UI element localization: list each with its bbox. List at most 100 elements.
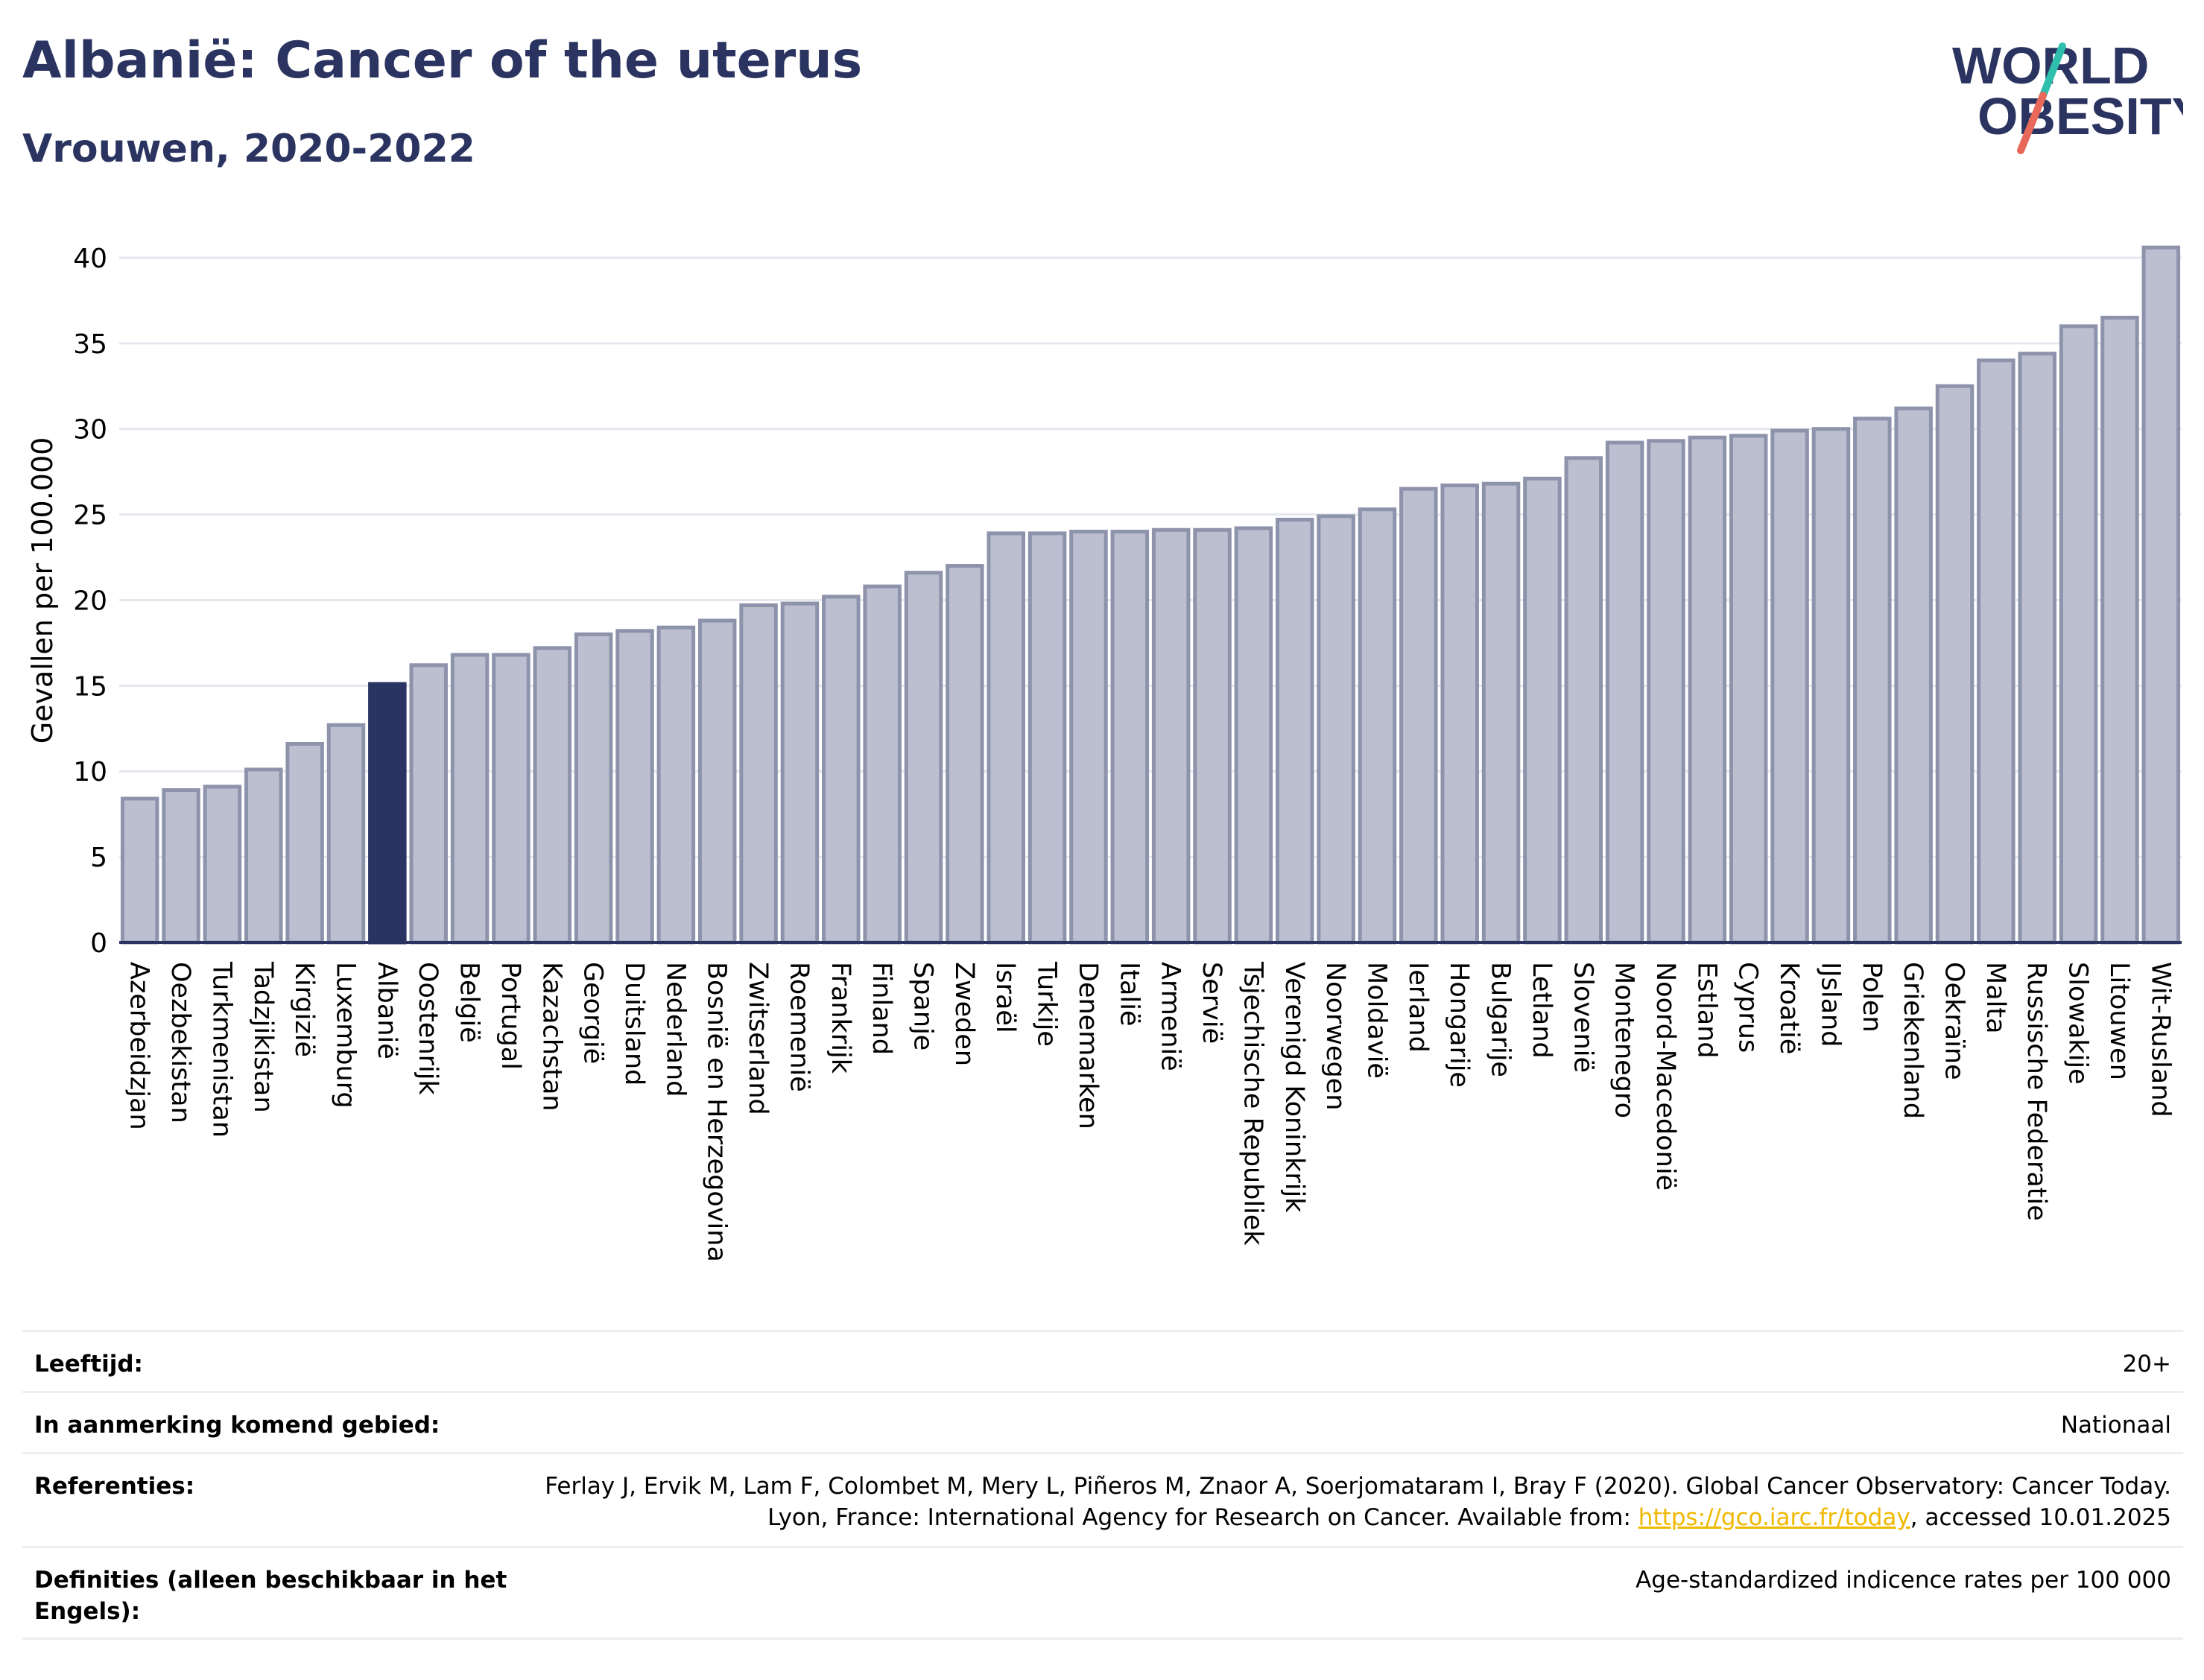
x-tick-label: Tsjechische Republiek	[1238, 961, 1267, 1246]
bar	[1193, 527, 1232, 945]
bar	[1069, 530, 1108, 945]
bar	[1523, 476, 1562, 945]
x-tick-label: Albanië	[372, 962, 402, 1059]
y-tick-label: 25	[73, 501, 107, 531]
bar	[1688, 435, 1727, 945]
chart-title: Albanië: Cancer of the uterus	[22, 31, 863, 90]
x-tick-label: Frankrijk	[826, 962, 855, 1074]
reference-link[interactable]: https://gco.iarc.fr/today	[1638, 1504, 1910, 1531]
bar	[1605, 440, 1644, 945]
bar-chart: 0 5 10 15 20 25 30 35 40 Azerbeidzjan Oezbekistan…	[26, 244, 2182, 1262]
x-tick-label: Litouwen	[2104, 962, 2134, 1080]
bar	[1151, 527, 1191, 945]
info-row-age: Leeftijd: 20+	[22, 1330, 2183, 1391]
info-value-definitions: Age-standardized indicence rates per 100…	[1635, 1567, 2171, 1594]
bar	[1977, 358, 2015, 945]
x-tick-label: Moldavië	[1361, 962, 1391, 1079]
x-tick-label: Turkije	[1032, 961, 1062, 1047]
x-tick-label: Griekenland	[1898, 962, 1928, 1119]
x-tick-label: Georgië	[578, 962, 608, 1064]
x-tick-label: Denemarken	[1073, 962, 1103, 1129]
reference-accessed: , accessed 10.01.2025	[1910, 1504, 2171, 1531]
info-value-references: Ferlay J, Ervik M, Lam F, Colombet M, Me…	[532, 1471, 2171, 1533]
bar	[1234, 526, 1273, 945]
bar	[203, 784, 242, 945]
bar	[780, 601, 820, 945]
logo-line2: OBESITY	[1977, 87, 2183, 145]
bar	[946, 564, 984, 945]
info-row-references: Referenties: Ferlay J, Ervik M, Lam F, C…	[22, 1452, 2183, 1546]
bar	[326, 723, 366, 945]
y-tick-label: 15	[73, 671, 107, 702]
y-axis-label: Gevallen per 100.000	[26, 437, 59, 744]
bar	[120, 796, 159, 945]
y-tick-label: 5	[90, 843, 107, 873]
x-tick-label: Armenië	[1156, 962, 1185, 1071]
bar	[1027, 531, 1067, 945]
x-tick-label: Montenegro	[1609, 962, 1639, 1118]
y-tick-label: 30	[73, 415, 107, 446]
bar	[1770, 428, 1809, 945]
y-axis-ticks: 0 5 10 15 20 25 30 35 40	[73, 244, 107, 959]
x-tick-label: Turkmenistan	[206, 961, 236, 1138]
x-tick-label: Cyprus	[1733, 962, 1763, 1053]
bar	[2018, 352, 2056, 945]
bar	[656, 625, 696, 945]
bar	[450, 653, 490, 945]
x-tick-label: Wit-Rusland	[2145, 962, 2175, 1118]
info-label-references: Referenties:	[34, 1473, 195, 1500]
bar	[1110, 530, 1150, 945]
bar	[1729, 434, 1768, 945]
bar	[822, 595, 861, 945]
x-tick-label: Israël	[990, 962, 1020, 1033]
info-label-age: Leeftijd:	[34, 1351, 143, 1378]
bar	[1358, 507, 1397, 945]
bar	[987, 531, 1025, 945]
info-table: Leeftijd: 20+ In aanmerking komend gebie…	[22, 1330, 2183, 1640]
info-label-area: In aanmerking komend gebied:	[34, 1412, 440, 1439]
bar	[368, 682, 407, 945]
x-tick-label: Oezbekistan	[165, 962, 195, 1123]
x-tick-label: Bulgarije	[1486, 962, 1516, 1077]
bar	[1564, 456, 1603, 945]
x-tick-label: Kirgizië	[289, 962, 319, 1057]
info-row-definitions: Definities (alleen beschikbaar in het En…	[22, 1546, 2183, 1640]
x-tick-label: Letland	[1527, 962, 1557, 1059]
x-tick-label: Tadzjikistan	[248, 961, 278, 1113]
info-row-area: In aanmerking komend gebied: Nationaal	[22, 1391, 2183, 1452]
x-tick-label: Ierland	[1403, 962, 1433, 1053]
x-tick-label: Azerbeidzjan	[124, 962, 154, 1130]
x-tick-label: Spanje	[908, 962, 938, 1050]
logo-slash-bottom	[2017, 92, 2047, 154]
info-value-age: 20+	[2122, 1351, 2171, 1378]
bar	[904, 571, 943, 945]
bar	[1317, 514, 1355, 945]
bar	[1935, 384, 1975, 945]
x-axis-ticks: Azerbeidzjan Oezbekistan Turkmenistan Tadzj…	[124, 961, 2176, 1262]
x-tick-label: Zwitserland	[743, 962, 773, 1115]
y-tick-label: 20	[73, 586, 107, 616]
bar	[1481, 481, 1521, 945]
bar	[1894, 406, 1933, 945]
bar	[1811, 427, 1851, 945]
x-tick-label: Nederland	[660, 962, 690, 1097]
info-value-area: Nationaal	[2060, 1412, 2171, 1439]
bar	[2100, 315, 2139, 945]
x-tick-label: Portugal	[495, 962, 525, 1070]
x-tick-label: Slovenië	[1568, 962, 1597, 1073]
bar	[1853, 416, 1892, 945]
bars	[120, 245, 2181, 945]
x-tick-label: Oostenrijk	[413, 962, 443, 1095]
x-tick-label: Kazachstan	[536, 962, 566, 1112]
bar	[285, 741, 324, 945]
x-tick-label: Zweden	[949, 962, 979, 1066]
y-tick-label: 40	[73, 244, 107, 274]
bar	[863, 584, 902, 945]
bar	[244, 767, 283, 945]
y-tick-label: 35	[73, 329, 107, 360]
bar	[1399, 486, 1438, 945]
bar	[2141, 245, 2181, 945]
x-tick-label: Kroatië	[1774, 962, 1804, 1054]
x-tick-label: Slowakije	[2063, 962, 2093, 1085]
x-tick-label: IJsland	[1815, 962, 1845, 1047]
